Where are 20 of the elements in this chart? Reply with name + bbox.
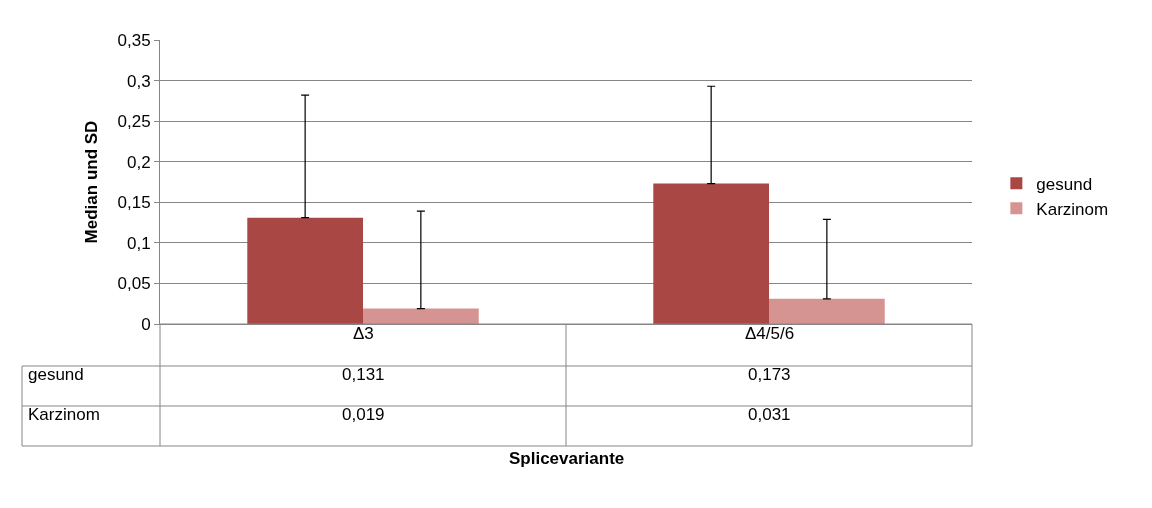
- data-label: 0,131: [342, 365, 385, 384]
- y-tick-label: 0: [141, 314, 151, 334]
- text: Karzinom: [28, 405, 100, 424]
- y-tick-label: 0,2: [126, 152, 151, 172]
- y-tick-label: 0,3: [126, 71, 151, 91]
- legend-label: Karzinom: [1036, 199, 1109, 219]
- text: Splicevariante: [509, 449, 625, 468]
- y-tick-label: 0,35: [117, 30, 151, 50]
- legend-label: gesund: [1036, 174, 1093, 194]
- y-tick-label: 0,1: [126, 233, 151, 253]
- x-tick-label: Δ3: [353, 324, 374, 343]
- text: gesund: [28, 365, 84, 384]
- data-label: 0,031: [748, 405, 791, 424]
- y-tick-label: 0,25: [117, 112, 151, 132]
- y-tick-label: 0,05: [117, 274, 151, 294]
- y-tick-label: 0,15: [117, 193, 151, 213]
- data-label: 0,173: [748, 365, 791, 384]
- data-label: 0,019: [342, 405, 385, 424]
- y-axis-title: Median und SD: [82, 120, 102, 244]
- x-tick-label: Δ4/5/6: [745, 324, 795, 343]
